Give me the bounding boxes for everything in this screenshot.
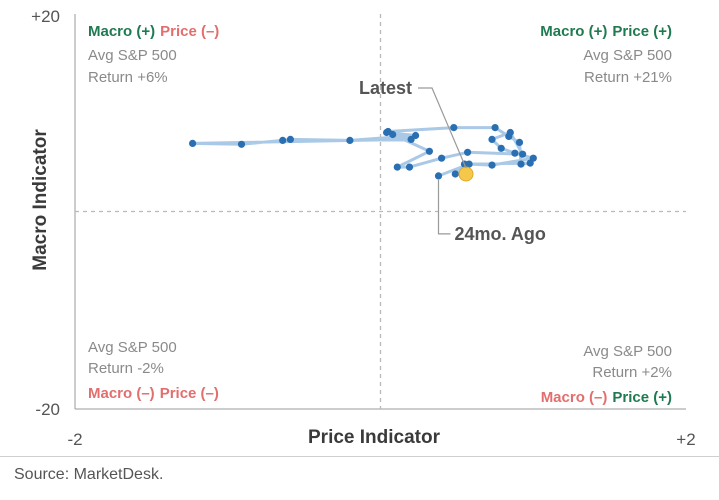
data-point (519, 150, 527, 158)
data-point (511, 149, 519, 157)
quadrant-top-left-line1: Avg S&P 500 (88, 47, 177, 64)
x-tick-right: +2 (676, 430, 695, 449)
24mo-ago-label: 24mo. Ago (455, 224, 546, 244)
data-point (505, 132, 513, 140)
quadrant-bottom-left-line2: Return -2% (88, 360, 164, 377)
data-point (286, 135, 294, 143)
quadrant-top-right-line1: Avg S&P 500 (583, 47, 672, 64)
quadrant-bottom-left-macro: Macro (–) (88, 385, 155, 402)
data-point (346, 136, 354, 144)
quadrant-bottom-left-price: Price (–) (160, 385, 219, 402)
data-point (517, 160, 525, 168)
chart: Macro Indicator Price Indicator +20 -20 … (30, 7, 696, 449)
x-axis-label: Price Indicator (308, 427, 441, 448)
data-point (488, 161, 496, 169)
data-point (189, 139, 197, 147)
data-point (464, 148, 472, 156)
data-point (384, 127, 392, 136)
source-divider (0, 456, 719, 457)
quadrant-top-left-line2: Return +6% (88, 69, 168, 86)
quadrant-bottom-right-title: Macro (–) Price (+) (541, 389, 672, 406)
data-point (407, 135, 415, 143)
data-point (451, 170, 459, 178)
quadrant-top-right-line2: Return +21% (584, 69, 672, 86)
data-point (279, 136, 287, 144)
x-tick-left: -2 (67, 430, 82, 449)
data-point (425, 147, 433, 155)
quadrant-top-left-title: Macro (+) Price (–) (88, 23, 219, 40)
plot-area (189, 124, 537, 182)
quadrant-top-left-price: Price (–) (160, 23, 219, 40)
quadrant-top-right-price: Price (+) (612, 23, 672, 40)
y-tick-top: +20 (31, 7, 60, 26)
data-point (450, 124, 458, 132)
data-point (526, 159, 534, 167)
data-point (438, 154, 446, 162)
latest-data-point (458, 166, 474, 182)
data-point (497, 144, 505, 152)
24mo-ago-leader-line (437, 179, 451, 235)
source-note: Source: MarketDesk. (14, 466, 164, 483)
latest-leader-line (418, 87, 467, 169)
quadrant-bottom-right-price: Price (+) (612, 389, 672, 406)
quadrant-bottom-right-line2: Return +2% (592, 364, 672, 381)
data-point (434, 172, 443, 180)
latest-label: Latest (359, 78, 412, 98)
data-point (237, 140, 246, 148)
data-point (491, 124, 499, 132)
quadrant-bottom-left-line1: Avg S&P 500 (88, 339, 177, 356)
quadrant-bottom-right-line1: Avg S&P 500 (583, 343, 672, 360)
data-point (393, 163, 401, 171)
quadrant-bottom-left-title: Macro (–) Price (–) (88, 385, 219, 402)
data-point (405, 163, 414, 171)
data-point (515, 138, 524, 146)
y-tick-bottom: -20 (35, 400, 60, 419)
quadrant-top-left-macro: Macro (+) (88, 23, 155, 40)
series-path-line (191, 126, 535, 178)
quadrant-top-right-macro: Macro (+) (540, 23, 607, 40)
quadrant-top-right-title: Macro (+) Price (+) (540, 23, 672, 40)
y-axis-label: Macro Indicator (30, 129, 51, 271)
quadrant-bottom-right-macro: Macro (–) (541, 389, 608, 406)
data-point (488, 135, 496, 143)
